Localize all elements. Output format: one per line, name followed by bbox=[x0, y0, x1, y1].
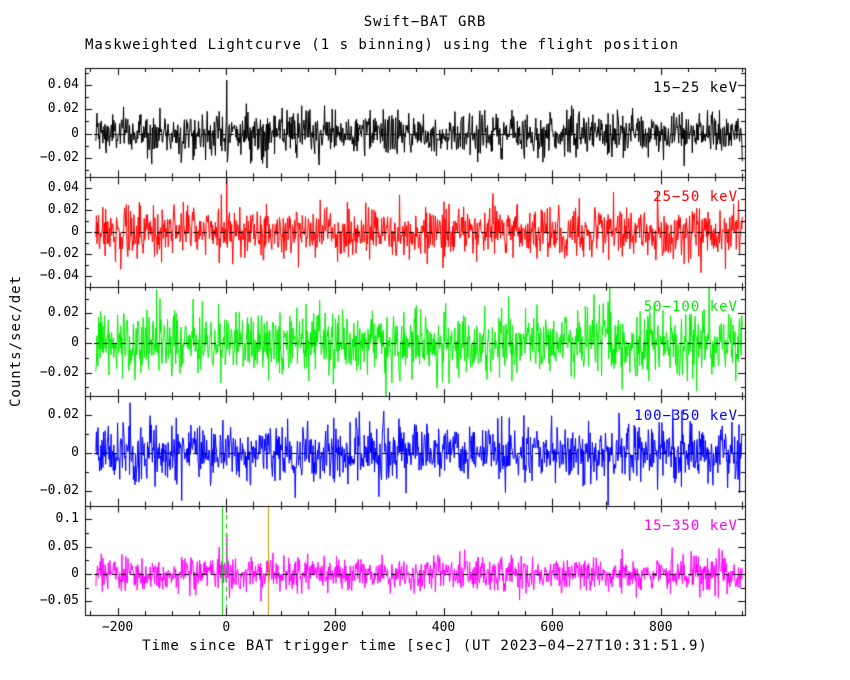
y-tick-label: −0.02 bbox=[39, 149, 79, 165]
y-tick-label: 0 bbox=[71, 565, 79, 581]
x-tick-label: 600 bbox=[540, 620, 564, 635]
figure-subtitle: Maskweighted Lightcurve (1 s binning) us… bbox=[85, 37, 680, 53]
x-tick-label: −200 bbox=[101, 620, 134, 635]
figure-title: Swift−BAT GRB bbox=[363, 14, 487, 30]
y-tick-label: 0.02 bbox=[47, 101, 79, 117]
y-tick-label: 0.02 bbox=[47, 202, 79, 218]
x-tick-label: 200 bbox=[323, 620, 347, 635]
y-tick-label: 0 bbox=[71, 444, 79, 460]
panel-label-25-50-kev: 25−50 keV bbox=[653, 189, 738, 206]
y-tick-label: −0.02 bbox=[39, 245, 79, 261]
panel-label-15-350-kev: 15−350 keV bbox=[643, 517, 738, 534]
x-tick-label: 400 bbox=[431, 620, 456, 635]
y-tick-label: 0.02 bbox=[47, 305, 79, 321]
x-axis-label: Time since BAT trigger time [sec] (UT 20… bbox=[142, 638, 708, 654]
y-tick-label: −0.02 bbox=[39, 482, 79, 498]
y-tick-label: 0.04 bbox=[47, 77, 79, 93]
panel-label-100-350-kev: 100−350 keV bbox=[634, 408, 738, 425]
y-tick-label: −0.04 bbox=[39, 267, 79, 283]
panel-label-15-25-kev: 15−25 keV bbox=[653, 80, 738, 96]
y-axis-label: Counts/sec/det bbox=[8, 274, 24, 408]
y-tick-label: 0.02 bbox=[47, 407, 79, 423]
y-tick-label: 0 bbox=[71, 224, 79, 240]
x-tick-label: 800 bbox=[649, 620, 673, 635]
x-tick-label: 0 bbox=[222, 620, 231, 635]
y-tick-label: −0.05 bbox=[39, 593, 79, 609]
y-tick-label: 0.1 bbox=[55, 511, 79, 527]
panel-label-50-100-kev: 50−100 keV bbox=[643, 298, 738, 315]
y-tick-label: 0.04 bbox=[47, 180, 79, 196]
y-tick-label: 0 bbox=[71, 334, 79, 350]
y-tick-label: −0.02 bbox=[39, 364, 79, 380]
y-tick-label: 0.05 bbox=[47, 538, 79, 554]
y-tick-label: 0 bbox=[71, 125, 79, 141]
